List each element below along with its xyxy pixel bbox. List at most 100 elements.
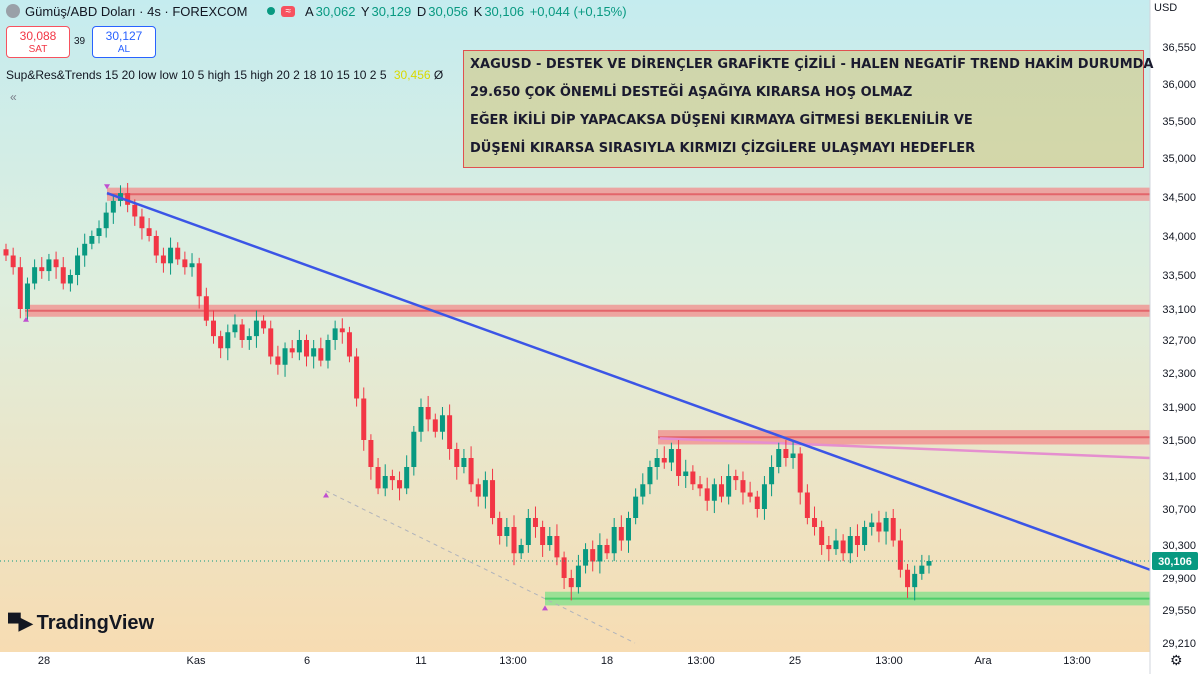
wave-icon[interactable]: ≈ <box>281 5 295 17</box>
y-tick-label: 31,500 <box>1162 435 1196 447</box>
x-tick-label: Ara <box>974 655 992 667</box>
candle-body <box>854 536 860 545</box>
projection-dashed-line <box>325 490 636 644</box>
candle-body <box>196 263 202 297</box>
buy-button[interactable]: 30,127 AL <box>92 26 156 58</box>
indicator-legend[interactable]: Sup&Res&Trends 15 20 low low 10 5 high 1… <box>6 68 443 82</box>
x-tick-label: 28 <box>38 655 50 667</box>
candle-body <box>833 540 839 550</box>
candle-body <box>590 549 596 562</box>
candle-body <box>46 259 52 272</box>
candle-body <box>103 212 109 229</box>
sell-button[interactable]: 30,088 SAT <box>6 26 70 58</box>
candle-body <box>532 518 538 527</box>
candle-body <box>754 496 760 509</box>
candle-body <box>883 518 889 532</box>
candle-body <box>182 259 188 268</box>
buy-label: AL <box>117 44 131 55</box>
candle-body <box>525 518 531 545</box>
annotation-box[interactable]: XAGUSD - DESTEK VE DİRENÇLER GRAFİKTE Çİ… <box>463 50 1154 168</box>
collapse-chevron-icon[interactable]: « <box>10 90 17 104</box>
x-tick-label: 18 <box>601 655 613 667</box>
candle-body <box>325 340 331 361</box>
sell-label: SAT <box>28 44 48 55</box>
candle-body <box>726 476 732 497</box>
candle-body <box>668 449 674 463</box>
candle-body <box>482 480 488 497</box>
y-tick-label: 34,500 <box>1162 192 1196 204</box>
candle-body <box>139 216 145 229</box>
candle-body <box>625 518 631 541</box>
market-open-icon <box>267 7 276 15</box>
candle-body <box>761 484 767 509</box>
chart-header: Gümüş/ABD Doları · 4s · FOREXCOM ≈ A 30,0… <box>0 0 629 22</box>
candle-body <box>125 193 131 205</box>
ohlc-open: 30,062 <box>315 3 356 19</box>
y-tick-label: 29,210 <box>1162 638 1196 650</box>
ohlc-high-label: Y <box>360 3 370 19</box>
y-tick-label: 29,900 <box>1162 573 1196 585</box>
ohlc-low: 30,056 <box>428 3 469 19</box>
annotation-line-1: XAGUSD - DESTEK VE DİRENÇLER GRAFİKTE Çİ… <box>470 57 1154 72</box>
y-tick-label: 34,000 <box>1162 231 1196 243</box>
candle-body <box>354 356 360 399</box>
candle-body <box>318 348 324 361</box>
candle-body <box>468 458 474 485</box>
x-tick-label: 13:00 <box>875 655 903 667</box>
candle-body <box>862 527 868 545</box>
candle-body <box>697 484 703 489</box>
annotation-line-3: EĞER İKİLİ DİP YAPACAKSA DÜŞENİ KIRMAYA … <box>470 113 973 128</box>
candle-body <box>747 492 753 497</box>
candle-body <box>32 267 38 284</box>
candle-body <box>676 449 682 476</box>
candle-body <box>75 255 81 275</box>
candle-body <box>268 328 274 357</box>
candle-body <box>611 527 617 554</box>
currency-label[interactable]: USD <box>1154 2 1178 14</box>
time-axis-background <box>0 652 1150 674</box>
candle-body <box>905 569 911 588</box>
settings-gear-icon[interactable]: ⚙ <box>1170 652 1183 668</box>
y-tick-label: 36,000 <box>1162 79 1196 91</box>
descending-trendline <box>106 191 1151 571</box>
sell-price: 30,088 <box>19 29 57 43</box>
candle-body <box>647 467 653 485</box>
candle-body <box>261 320 267 329</box>
candle-body <box>783 449 789 458</box>
candle-body <box>447 415 453 449</box>
y-tick-label: 31,900 <box>1162 402 1196 414</box>
candle-body <box>339 328 345 333</box>
candle-body <box>132 204 138 217</box>
candle-body <box>719 484 725 497</box>
tradingview-logo[interactable]: ▀▶ TradingView <box>8 612 154 635</box>
candle-body <box>17 267 23 309</box>
candle-body <box>332 328 338 340</box>
ohlc-high: 30,129 <box>371 3 412 19</box>
candle-body <box>232 324 238 333</box>
ohlc-values: A 30,062 Y 30,129 D 30,056 K 30,106 +0,044 (… <box>305 4 629 19</box>
candle-body <box>304 340 310 357</box>
indicator-suffix: Ø <box>433 68 444 82</box>
candle-body <box>618 527 624 541</box>
candle-body <box>168 247 174 264</box>
candle-body <box>640 484 646 497</box>
candle-body <box>511 527 517 554</box>
candle-body <box>540 527 546 545</box>
candle-body <box>246 336 252 340</box>
candle-body <box>225 332 231 349</box>
candle-body <box>504 527 510 536</box>
candle-body <box>361 398 367 440</box>
candle-body <box>912 573 918 588</box>
candle-body <box>289 348 295 353</box>
x-tick-label: 25 <box>789 655 801 667</box>
candle-body <box>797 453 803 493</box>
annotation-line-2: 29.650 ÇOK ÖNEMLİ DESTEĞİ AŞAĞIYA KIRARS… <box>470 85 913 100</box>
x-tick-label: Kas <box>187 655 206 667</box>
candle-body <box>711 484 717 501</box>
candle-body <box>475 484 481 497</box>
candle-body <box>67 275 73 284</box>
y-tick-label: 32,300 <box>1162 368 1196 380</box>
candle-body <box>368 440 374 467</box>
symbol-title[interactable]: Gümüş/ABD Doları · 4s · FOREXCOM <box>25 3 248 19</box>
candle-body <box>490 480 496 518</box>
